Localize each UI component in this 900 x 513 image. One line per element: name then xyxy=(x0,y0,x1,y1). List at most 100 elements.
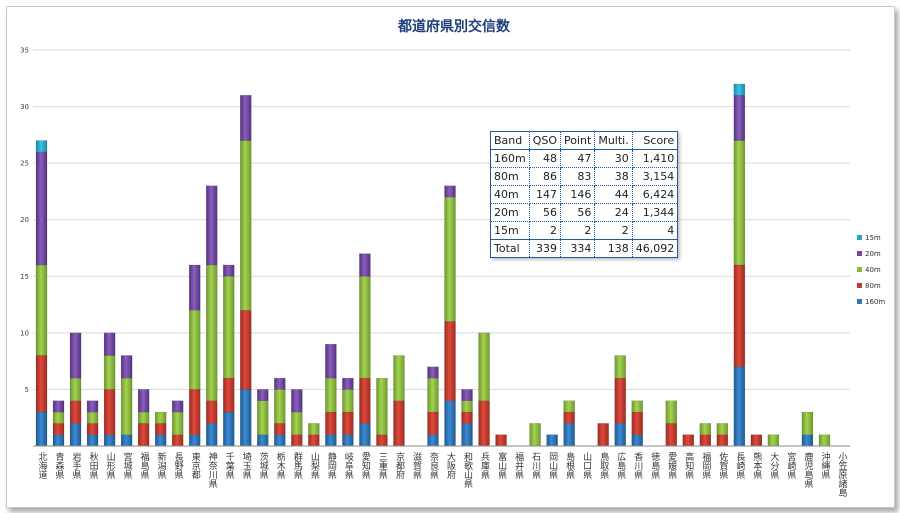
x-tick-label: 鳥取県 xyxy=(598,451,609,480)
bar-segment-40m xyxy=(325,377,337,413)
bar-segment-80m xyxy=(665,423,677,447)
bar-segment-20m xyxy=(103,332,116,356)
bar-segment-80m xyxy=(86,423,99,435)
legend-label-15m: 15m xyxy=(865,234,881,242)
bar-segment-80m xyxy=(206,400,218,424)
x-tick-label: 大分県 xyxy=(768,451,779,480)
bar-segment-40m xyxy=(631,400,643,413)
bar-segment-160m xyxy=(563,423,575,447)
x-tick-label: 鹿児島県 xyxy=(802,451,813,489)
bar-segment-80m xyxy=(52,423,65,435)
bar-segment-160m xyxy=(359,423,371,447)
bar-segment-80m xyxy=(69,400,82,424)
bar-segment-160m xyxy=(444,400,456,447)
legend-swatch-15m xyxy=(857,235,862,240)
bar-segment-80m xyxy=(393,400,405,447)
bar-segment-40m xyxy=(308,423,320,435)
x-tick-label: 大阪府 xyxy=(445,451,456,480)
bar-segment-40m xyxy=(444,196,456,322)
x-tick-label: 山形県 xyxy=(105,452,116,480)
multi-cell: 30 xyxy=(594,149,633,168)
bar-segment-40m xyxy=(274,389,286,424)
bar-segment-20m xyxy=(188,264,201,311)
x-tick-label: 佐賀県 xyxy=(717,451,728,480)
qso-cell: 48 xyxy=(528,149,562,168)
point-cell: 334 xyxy=(560,239,596,258)
bar-segment-40m xyxy=(529,423,541,447)
x-tick-label: 山梨県 xyxy=(309,452,320,480)
bar-segment-160m xyxy=(223,411,235,447)
x-tick-label: 千葉県 xyxy=(224,452,235,480)
bar-segment-40m xyxy=(342,389,354,413)
x-tick-label: 島根県 xyxy=(564,451,575,480)
bar-segment-80m xyxy=(103,389,116,435)
bar-segment-160m xyxy=(86,434,99,447)
bar-segment-20m xyxy=(274,377,286,390)
x-tick-label: 新潟県 xyxy=(156,451,167,480)
score-table-header-row: Band QSO Point Multi. Score xyxy=(490,131,679,150)
bar-segment-40m xyxy=(427,377,439,413)
bar-segment-20m xyxy=(733,95,746,141)
bar-segment-80m xyxy=(359,377,371,424)
chart-title: 都道府県別交信数 xyxy=(397,18,511,35)
x-tick-label: 福島県 xyxy=(139,451,150,480)
x-tick-label: 長崎県 xyxy=(734,452,745,480)
bar-segment-40m xyxy=(699,423,712,435)
x-tick-label: 秋田県 xyxy=(88,451,99,480)
bar-segment-80m xyxy=(699,434,712,447)
legend-label-20m: 20m xyxy=(865,250,881,258)
header-point: Point xyxy=(560,131,596,150)
point-cell: 56 xyxy=(560,203,596,222)
table-row: 80m 86 83 38 3,154 xyxy=(490,167,679,186)
qso-cell: 56 xyxy=(528,203,562,222)
bar-segment-80m xyxy=(733,264,746,368)
bar-segment-160m xyxy=(257,434,269,447)
bar-segment-80m xyxy=(461,411,473,424)
bar-segment-160m xyxy=(631,434,643,447)
bar-segment-40m xyxy=(478,332,490,401)
x-tick-label: 香川県 xyxy=(632,452,643,480)
bar-segment-40m xyxy=(35,264,48,356)
bar-segment-80m xyxy=(495,434,507,447)
score-table: Band QSO Point Multi. Score 160m 48 47 3… xyxy=(490,131,679,258)
bar-segment-160m xyxy=(120,434,133,447)
bar-segment-15m xyxy=(35,140,48,153)
band-cell: Total xyxy=(490,239,530,258)
bar-segment-160m xyxy=(614,423,626,447)
bar-segment-80m xyxy=(274,423,286,435)
bar-segment-20m xyxy=(69,332,82,379)
bar-segment-160m xyxy=(206,423,218,447)
legend-swatch-40m xyxy=(857,267,862,272)
y-tick-label: 30 xyxy=(20,103,29,111)
point-cell: 47 xyxy=(560,149,596,168)
bar-segment-20m xyxy=(52,400,65,413)
bar-segment-160m xyxy=(733,366,746,447)
bar-segment-40m xyxy=(171,411,184,435)
bar-segment-40m xyxy=(733,140,746,266)
x-tick-label: 茨城県 xyxy=(258,451,269,480)
bar-segment-20m xyxy=(325,343,337,379)
legend-label-160m: 160m xyxy=(865,298,885,306)
x-tick-label: 長野県 xyxy=(173,452,184,480)
bar-segment-160m xyxy=(154,434,167,447)
gridlines xyxy=(33,49,850,390)
bars xyxy=(35,83,831,447)
x-tick-label: 兵庫県 xyxy=(479,451,490,480)
bar-segment-40m xyxy=(291,411,303,435)
band-cell: 80m xyxy=(490,167,530,186)
x-tick-label: 群馬県 xyxy=(292,451,303,480)
bar-segment-80m xyxy=(478,400,490,447)
x-tick-label: 青森県 xyxy=(54,451,65,480)
bar-segment-40m xyxy=(716,423,729,435)
multi-cell: 38 xyxy=(594,167,633,186)
header-multi: Multi. xyxy=(594,131,633,150)
x-tick-label: 三重県 xyxy=(377,452,388,480)
bar-segment-40m xyxy=(359,276,371,379)
qso-cell: 339 xyxy=(528,239,562,258)
band-cell: 160m xyxy=(490,149,530,168)
point-cell: 83 xyxy=(560,167,596,186)
bar-segment-80m xyxy=(325,411,337,435)
multi-cell: 44 xyxy=(594,185,633,204)
bar-segment-80m xyxy=(342,411,354,435)
multi-cell: 138 xyxy=(594,239,633,258)
